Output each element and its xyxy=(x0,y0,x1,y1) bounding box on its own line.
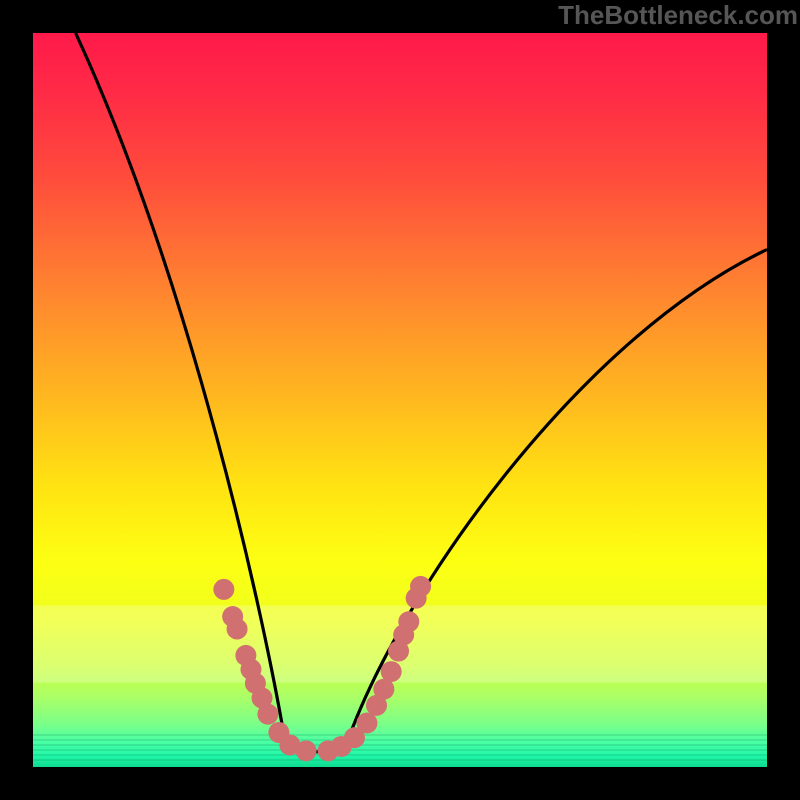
data-marker xyxy=(296,740,317,761)
data-marker xyxy=(410,576,431,597)
data-marker xyxy=(257,704,278,725)
chart-canvas xyxy=(0,0,800,800)
watermark-text: TheBottleneck.com xyxy=(558,0,798,31)
data-marker xyxy=(227,619,248,640)
data-marker xyxy=(381,661,402,682)
data-marker xyxy=(398,611,419,632)
data-marker xyxy=(213,579,234,600)
